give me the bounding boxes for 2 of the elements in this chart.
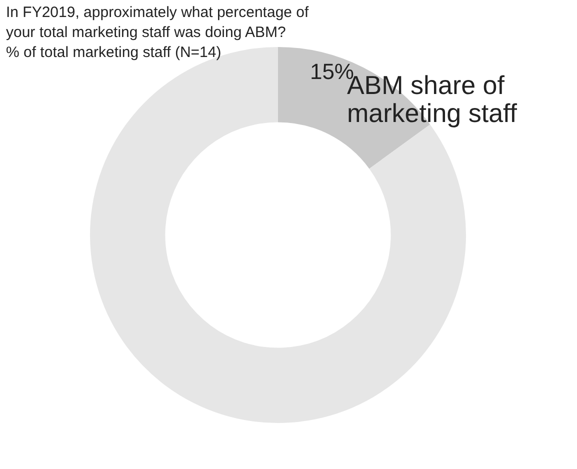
chart-subtitle: % of total marketing staff (N=14): [6, 44, 222, 61]
chart-title: In FY2019, approximately what percentage of your total marketing staff was doing ABM?: [6, 3, 310, 43]
